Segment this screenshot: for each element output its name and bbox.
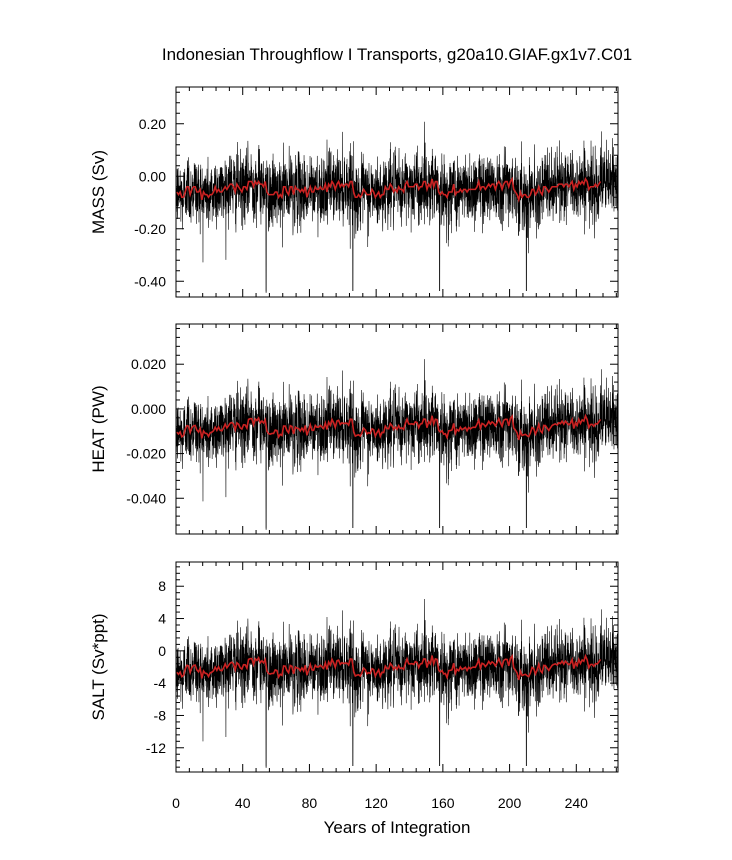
x-tick-label: 0 [172,795,180,811]
salt-y-tick-label: 4 [158,611,166,627]
mass-annual-mean-series [176,176,602,204]
panel-heat: 0.020 0.000 -0.020 -0.040 HEAT (PW) [89,323,619,535]
mass-plot-frame [175,86,619,298]
x-tick-label: 120 [364,795,388,811]
x-tick-label: 160 [431,795,455,811]
salt-y-tick-label: 0 [158,643,166,659]
heat-plot-frame [175,323,619,535]
salt-raw-series [175,599,619,768]
salt-y-tick-label: -4 [154,675,167,691]
panel-salt: 8 4 0 -4 -8 -12 SALT (Sv*ppt) [89,561,619,773]
heat-y-tick-label: 0.000 [131,401,166,417]
panel-mass: 0.20 0.00 -0.20 -0.40 MASS (Sv) [89,86,619,298]
salt-y-tick-label: -12 [146,740,166,756]
salt-y-tick-label: -8 [154,707,167,723]
mass-y-tick-label: 0.20 [139,116,166,132]
x-tick-label: 40 [235,795,251,811]
x-tick-label: 240 [565,795,589,811]
mass-raw-series [175,121,619,293]
heat-y-tick-label: 0.020 [131,356,166,372]
x-tick-label: 200 [498,795,522,811]
mass-y-tick-label: -0.20 [134,221,166,237]
heat-annual-mean-series [176,413,602,441]
heat-raw-series [175,359,619,530]
x-axis-label: Years of Integration [324,818,471,837]
mass-y-axis-label: MASS (Sv) [89,150,108,234]
salt-annual-mean-series [176,653,602,681]
heat-y-tick-label: -0.020 [126,446,166,462]
salt-y-axis-label: SALT (Sv*ppt) [89,613,108,720]
x-tick-label: 80 [302,795,318,811]
heat-y-tick-label: -0.040 [126,490,166,506]
heat-y-axis-label: HEAT (PW) [89,385,108,472]
mass-y-tick-label: 0.00 [139,168,166,184]
mass-y-tick-label: -0.40 [134,273,166,289]
panels: 0.20 0.00 -0.20 -0.40 MASS (Sv) 0.020 0.000 -0.… [89,86,619,811]
salt-y-tick-label: 8 [158,578,166,594]
chart-title: Indonesian Throughflow I Transports, g20… [162,45,632,64]
salt-plot-frame [175,561,619,773]
